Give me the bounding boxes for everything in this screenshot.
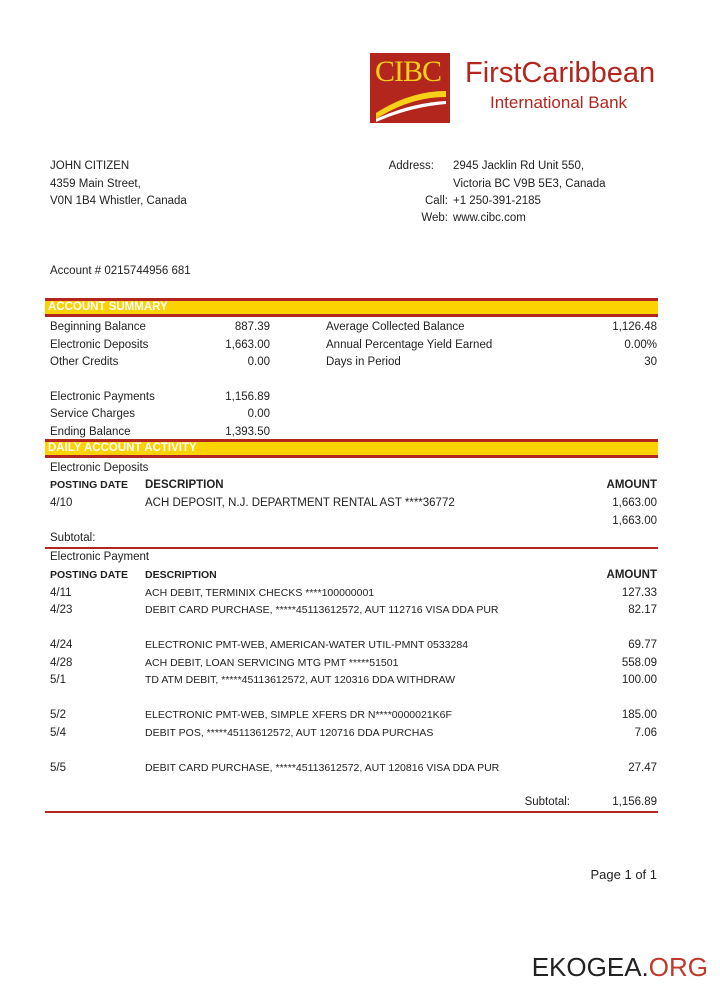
call-label: Call: [424, 195, 448, 207]
summary-value: 887.39 [234, 321, 270, 333]
payment-description: ACH DEBIT, LOAN SERVICING MTG PMT *****5… [145, 657, 399, 669]
summary-label: Other Credits [50, 356, 119, 368]
phone: +1 250-391-2185 [453, 195, 541, 207]
deposits-title: Electronic Deposits [50, 462, 149, 474]
col-amount: AMOUNT [606, 479, 657, 491]
col-description: DESCRIPTION [145, 569, 217, 581]
divider [45, 547, 658, 549]
summary-label: Ending Balance [50, 426, 131, 438]
summary-label: Electronic Payments [50, 391, 155, 403]
payment-date: 4/11 [50, 587, 72, 599]
summary-label: Annual Percentage Yield Earned [326, 339, 493, 351]
summary-value: 30 [644, 356, 657, 368]
bank-name: FirstCaribbean [465, 57, 656, 89]
cibc-logo: CIBC [370, 53, 450, 123]
col-posting-date: POSTING DATE [50, 569, 128, 581]
deposit-total: 1,663.00 [612, 515, 657, 527]
summary-value: 1,156.89 [225, 391, 270, 403]
web-label: Web: [421, 212, 448, 224]
payment-amount: 100.00 [621, 674, 657, 686]
payment-amount: 27.47 [628, 762, 657, 774]
customer-street: 4359 Main Street, [50, 178, 141, 190]
payment-date: 4/28 [50, 657, 73, 669]
col-amount: AMOUNT [606, 569, 657, 581]
summary-value: 0.00% [624, 339, 657, 351]
account-summary-header: ACCOUNT SUMMARY [45, 298, 658, 317]
divider [45, 811, 658, 813]
payment-date: 5/4 [50, 727, 66, 739]
summary-label: Average Collected Balance [326, 321, 465, 333]
account-number: Account # 0215744956 681 [50, 265, 191, 277]
payment-description: DEBIT CARD PURCHASE, *****45113612572, A… [145, 762, 500, 774]
web-link[interactable]: www.cibc.com [453, 212, 526, 224]
address-line1: 2945 Jacklin Rd Unit 550, [453, 160, 585, 172]
payment-description: ELECTRONIC PMT-WEB, SIMPLE XFERS DR N***… [145, 709, 452, 721]
payment-amount: 82.17 [628, 604, 657, 616]
address-label: Address: [388, 160, 434, 172]
deposit-date: 4/10 [50, 497, 73, 509]
payment-date: 4/24 [50, 639, 73, 651]
payment-amount: 185.00 [621, 709, 657, 721]
page-number: Page 1 of 1 [590, 867, 658, 882]
payment-description: DEBIT POS, *****45113612572, AUT 120716 … [145, 727, 434, 739]
payment-description: ACH DEBIT, TERMINIX CHECKS ****100000001 [145, 587, 375, 599]
col-description: DESCRIPTION [145, 479, 224, 491]
payment-amount: 69.77 [628, 639, 657, 651]
summary-value: 1,126.48 [612, 321, 657, 333]
payments-subtotal-label: Subtotal: [524, 796, 570, 808]
customer-name: JOHN CITIZEN [50, 160, 130, 172]
watermark: EKOGEA.ORG [531, 952, 708, 982]
payment-amount: 7.06 [634, 727, 657, 739]
summary-value: 0.00 [247, 356, 270, 368]
bank-subtitle: International Bank [490, 93, 628, 112]
logo-swoosh-icon [376, 91, 446, 122]
daily-activity-header: DAILY ACCOUNT ACTIVITY [45, 439, 658, 458]
summary-label: Beginning Balance [50, 321, 146, 333]
payment-date: 4/23 [50, 604, 73, 616]
payment-description: ELECTRONIC PMT-WEB, AMERICAN-WATER UTIL-… [145, 639, 469, 651]
address-line2: Victoria BC V9B 5E3, Canada [453, 178, 606, 190]
payment-date: 5/1 [50, 674, 66, 686]
summary-label: Electronic Deposits [50, 339, 149, 351]
deposit-subtotal-label: Subtotal: [50, 532, 96, 544]
payments-subtotal: 1,156.89 [612, 796, 657, 808]
payment-description: TD ATM DEBIT, *****45113612572, AUT 1203… [145, 674, 456, 686]
payment-description: DEBIT CARD PURCHASE, *****45113612572, A… [145, 604, 499, 616]
payments-title: Electronic Payment [50, 551, 150, 563]
deposit-amount: 1,663.00 [612, 497, 657, 509]
customer-city: V0N 1B4 Whistler, Canada [50, 195, 187, 207]
summary-value: 1,663.00 [225, 339, 270, 351]
payment-date: 5/5 [50, 762, 66, 774]
summary-value: 0.00 [247, 408, 270, 420]
payment-amount: 558.09 [621, 657, 657, 669]
summary-label: Service Charges [50, 408, 136, 420]
payment-date: 5/2 [50, 709, 66, 721]
col-posting-date: POSTING DATE [50, 479, 128, 491]
deposit-description: ACH DEPOSIT, N.J. DEPARTMENT RENTAL AST … [145, 497, 455, 509]
summary-label: Days in Period [326, 356, 401, 368]
summary-value: 1,393.50 [225, 426, 270, 438]
payment-amount: 127.33 [621, 587, 657, 599]
